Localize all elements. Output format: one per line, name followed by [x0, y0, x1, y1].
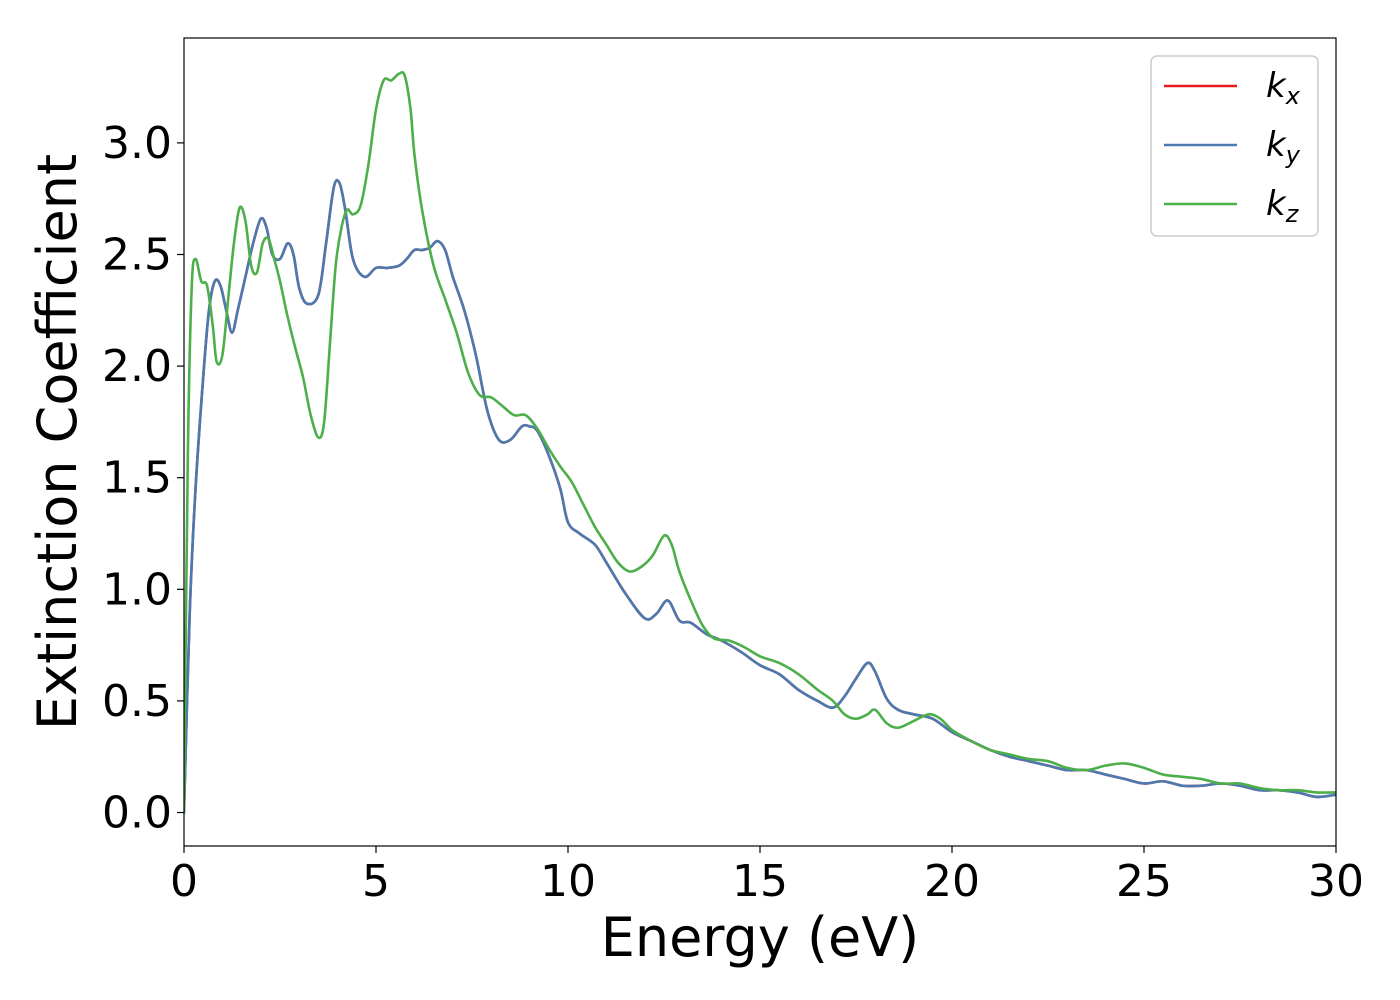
- x-tick-label: 30: [1308, 856, 1364, 907]
- y-tick-label: 1.0: [102, 564, 172, 615]
- legend: kx ky kz: [1150, 55, 1319, 237]
- y-axis-label: Extinction Coefficient: [26, 154, 89, 730]
- y-tick-label: 2.5: [102, 230, 172, 281]
- y-tick-label: 3.0: [102, 118, 172, 169]
- y-tick-label: 2.0: [102, 341, 172, 392]
- series-line-kz: [184, 71, 1336, 814]
- series-lines: [184, 71, 1336, 814]
- x-tick-label: 10: [540, 856, 596, 907]
- legend-label-kz: kz: [1266, 184, 1300, 228]
- x-axis: 0 5 10 15 20 25 30: [170, 846, 1364, 907]
- y-tick-label: 0.5: [102, 676, 172, 727]
- x-tick-label: 25: [1116, 856, 1172, 907]
- x-axis-label: Energy (eV): [601, 906, 920, 969]
- legend-label-ky: ky: [1266, 125, 1301, 169]
- y-tick-label: 0.0: [102, 788, 172, 839]
- x-tick-label: 5: [362, 856, 390, 907]
- x-tick-label: 0: [170, 856, 198, 907]
- legend-label-kx: kx: [1266, 66, 1301, 110]
- y-tick-label: 1.5: [102, 453, 172, 504]
- x-tick-label: 15: [732, 856, 788, 907]
- x-tick-label: 20: [924, 856, 980, 907]
- y-axis: 0.0 0.5 1.0 1.5 2.0 2.5 3.0: [102, 118, 184, 839]
